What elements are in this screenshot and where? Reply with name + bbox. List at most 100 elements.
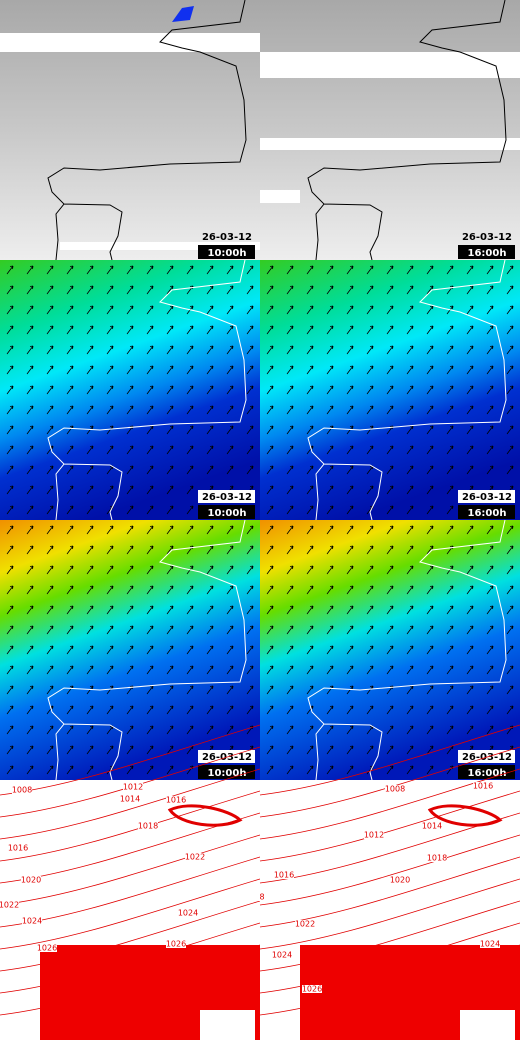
wind-arrow — [286, 345, 294, 355]
wind-arrow — [506, 425, 514, 435]
wind-arrow — [246, 345, 254, 355]
wind-arrow — [326, 705, 334, 715]
wind-arrow — [466, 545, 474, 555]
wind-arrow — [186, 385, 194, 395]
wind-arrow — [226, 425, 234, 435]
wind-arrow — [326, 525, 334, 535]
isobar-cluster — [167, 804, 243, 827]
wind-arrow — [166, 665, 174, 675]
wind-arrow — [46, 745, 54, 755]
wind-arrow — [446, 625, 454, 635]
wind-arrow — [126, 725, 134, 735]
wind-arrow — [386, 525, 394, 535]
wind-arrow — [26, 445, 34, 455]
wind-arrow — [346, 305, 354, 315]
isobar-label: 1018 — [138, 822, 158, 831]
wind-arrow — [126, 505, 134, 515]
wind-arrow — [426, 685, 434, 695]
wind-arrow — [86, 625, 94, 635]
wind-arrow — [246, 405, 254, 415]
missing-data-stripe — [60, 242, 260, 250]
isobar-label-bg — [166, 796, 186, 804]
wind-arrow — [486, 325, 494, 335]
wind-arrow — [506, 585, 514, 595]
wind-arrow — [386, 705, 394, 715]
wind-arrow — [346, 425, 354, 435]
wind-arrow — [466, 665, 474, 675]
wind-arrow — [6, 745, 14, 755]
wind-arrow — [86, 725, 94, 735]
wind-arrow — [226, 605, 234, 615]
wind-arrow — [266, 565, 274, 575]
wind-arrow — [226, 365, 234, 375]
wind-arrow — [206, 465, 214, 475]
wind-arrow — [246, 685, 254, 695]
wind-arrow — [46, 425, 54, 435]
wind-arrow — [6, 545, 14, 555]
wind-arrow — [146, 585, 154, 595]
wind-arrow — [266, 425, 274, 435]
wind-arrow — [506, 365, 514, 375]
isobar-label: 1016 — [8, 844, 28, 853]
wind-arrow — [426, 745, 434, 755]
wind-arrow — [166, 365, 174, 375]
wind-arrow — [206, 685, 214, 695]
wind-arrow — [346, 265, 354, 275]
wind-arrow — [246, 365, 254, 375]
wind-arrow — [226, 445, 234, 455]
isobar-label-bg — [427, 854, 447, 862]
wind-arrow — [266, 365, 274, 375]
wind-arrow — [146, 465, 154, 475]
wind-arrow — [186, 425, 194, 435]
wind-arrow — [106, 705, 114, 715]
wind-arrow — [6, 685, 14, 695]
wind-arrow — [226, 325, 234, 335]
wind-arrow — [326, 305, 334, 315]
wind-arrow — [326, 345, 334, 355]
wind-arrow — [366, 265, 374, 275]
wind-arrow — [366, 285, 374, 295]
wind-arrow — [326, 745, 334, 755]
wind-arrow — [146, 565, 154, 575]
wind-arrow — [306, 585, 314, 595]
wind-arrow — [106, 325, 114, 335]
wind-arrow — [286, 705, 294, 715]
wind-arrow — [166, 625, 174, 635]
wind-arrow — [166, 325, 174, 335]
wind-arrow — [286, 565, 294, 575]
wind-arrow — [426, 565, 434, 575]
wind-arrow — [146, 385, 154, 395]
wind-arrow — [426, 605, 434, 615]
wind-arrow — [246, 565, 254, 575]
wind-arrow — [86, 505, 94, 515]
wind-arrow — [406, 725, 414, 735]
wind-arrow — [126, 665, 134, 675]
wind-arrow — [146, 505, 154, 515]
wind-arrow — [346, 665, 354, 675]
wind-arrow — [186, 665, 194, 675]
wind-arrow — [326, 445, 334, 455]
wind-arrow — [106, 665, 114, 675]
wind-arrow — [26, 705, 34, 715]
wind-arrow — [46, 385, 54, 395]
wind-arrow — [346, 525, 354, 535]
wind-arrow — [426, 265, 434, 275]
wind-arrow — [206, 405, 214, 415]
wind-arrow — [446, 445, 454, 455]
wind-arrow — [426, 645, 434, 655]
time-bg — [198, 765, 255, 779]
wind-arrow — [106, 565, 114, 575]
wind-arrow — [346, 365, 354, 375]
wind-arrow — [266, 545, 274, 555]
wind-arrow — [106, 525, 114, 535]
coastline — [47, 519, 247, 781]
time-bg — [458, 505, 515, 519]
wind-arrow — [306, 525, 314, 535]
wind-arrow — [506, 565, 514, 575]
wind-arrow — [86, 665, 94, 675]
wind-arrow — [406, 665, 414, 675]
wind-arrow — [426, 325, 434, 335]
isobar — [259, 856, 520, 928]
wind-arrow — [406, 505, 414, 515]
